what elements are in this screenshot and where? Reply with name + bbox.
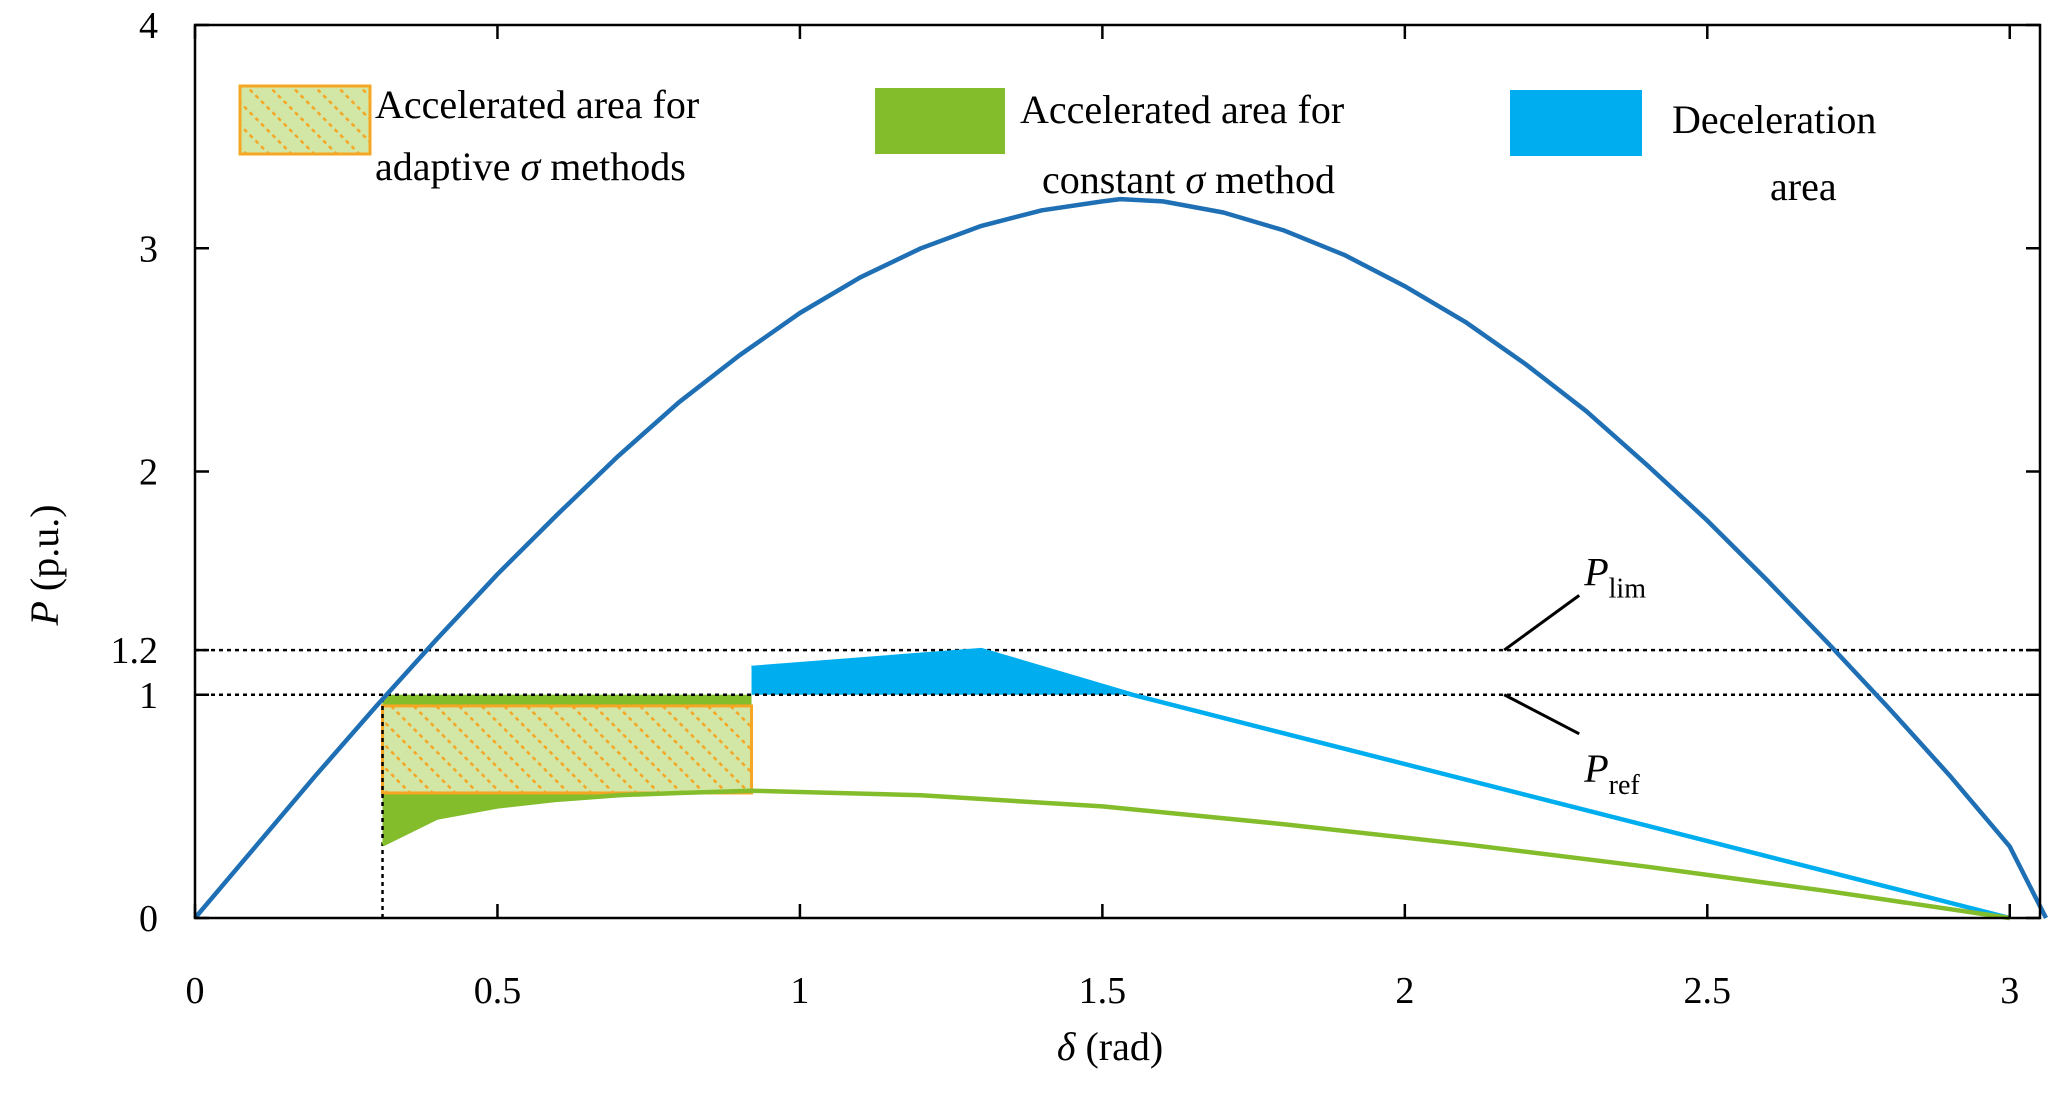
y-tick-label: 2: [139, 452, 158, 494]
legend-constant-line1: Accelerated area for: [1020, 87, 1344, 132]
constant-sigma-curve: [381, 788, 2011, 921]
x-tick-label: 0.5: [474, 970, 522, 1012]
legend-constant-sigma: σ: [1185, 157, 1206, 202]
adaptive-sigma-accel-area: [381, 704, 754, 795]
p-ref-curve: [751, 647, 2011, 921]
x-tick-label: 3: [2000, 970, 2019, 1012]
y-tick-label: 3: [139, 228, 158, 270]
areas: [381, 650, 1133, 845]
legend-item-adaptive: Accelerated area for adaptive σ methods: [238, 82, 699, 189]
y-axis-symbol: P: [22, 601, 67, 626]
p-lim-leader: [1503, 594, 1581, 652]
legend: Accelerated area for adaptive σ methods …: [238, 82, 1876, 209]
legend-deceleration-line2: area: [1770, 164, 1837, 209]
legend-constant-pre: constant: [1042, 157, 1185, 202]
legend-item-constant: Accelerated area for constant σ method: [875, 87, 1344, 202]
p-lim-symbol: P: [1583, 549, 1608, 594]
power-angle-curve: [193, 196, 2049, 920]
curves: [193, 196, 2049, 921]
legend-constant-post: method: [1205, 157, 1335, 202]
x-tick-label: 1.5: [1079, 970, 1127, 1012]
y-tick-label: 0: [139, 898, 158, 940]
legend-constant-line2: constant σ method: [1042, 157, 1335, 202]
legend-adaptive-sigma: σ: [521, 144, 542, 189]
y-tick-label: 4: [139, 5, 158, 47]
legend-swatch-constant: [875, 88, 1005, 154]
x-axis-unit: (rad): [1075, 1024, 1163, 1069]
x-tick-label: 0: [186, 970, 205, 1012]
reference-lines: [195, 648, 2040, 918]
legend-swatch-deceleration: [1510, 90, 1642, 156]
legend-adaptive-line1: Accelerated area for: [375, 82, 699, 127]
legend-deceleration-line1: Deceleration: [1672, 97, 1876, 142]
y-tick-label: 1: [139, 675, 158, 717]
y-axis-label: P (p.u.): [22, 504, 67, 626]
p-ref-subscript: ref: [1609, 770, 1641, 801]
x-tick-label: 2: [1395, 970, 1414, 1012]
y-axis-unit: (p.u.): [22, 504, 67, 601]
x-axis-label: δ (rad): [1057, 1024, 1163, 1069]
legend-item-deceleration: Deceleration area: [1510, 90, 1876, 209]
x-tick-label: 2.5: [1684, 970, 1732, 1012]
legend-adaptive-pre: adaptive: [375, 144, 521, 189]
x-axis-symbol: δ: [1057, 1024, 1077, 1069]
x-axis-ticks: 0 0.5 1 1.5 2 2.5 3: [186, 25, 2019, 1012]
p-lim-subscript: lim: [1609, 573, 1647, 604]
legend-adaptive-post: methods: [540, 144, 686, 189]
p-ref-symbol: P: [1583, 746, 1608, 791]
x-tick-label: 1: [790, 970, 809, 1012]
y-axis-ticks: 0 11.2 2 3 4: [111, 5, 2040, 940]
p-ref-label: Pref: [1583, 746, 1640, 801]
legend-swatch-adaptive: [238, 84, 372, 156]
legend-adaptive-line2: adaptive σ methods: [375, 144, 686, 189]
p-lim-label: Plim: [1583, 549, 1646, 604]
y-tick-label: 1.2: [111, 630, 159, 672]
p-ref-leader: [1503, 693, 1580, 736]
